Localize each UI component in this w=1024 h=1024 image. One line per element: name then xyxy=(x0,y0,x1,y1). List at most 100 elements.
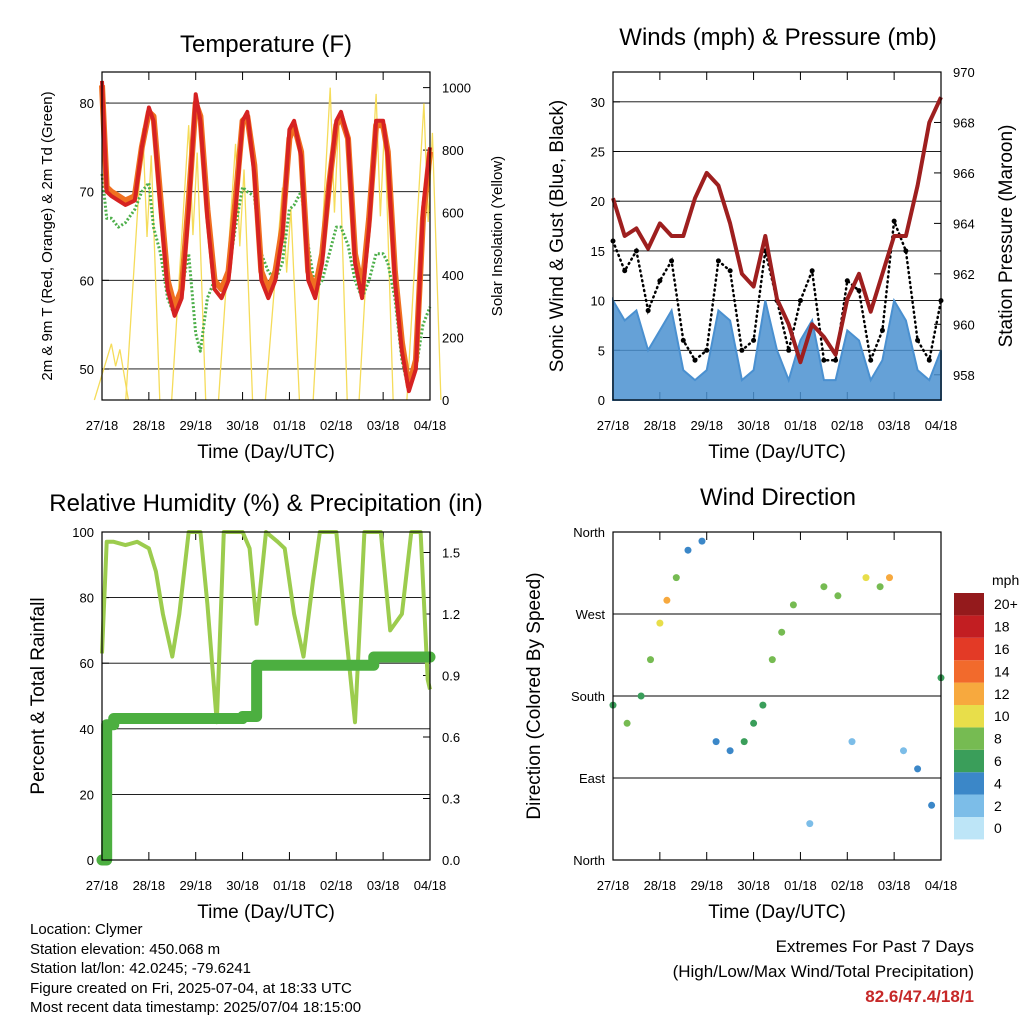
gust-point xyxy=(891,218,897,224)
x-tick-label: 03/18 xyxy=(878,878,911,893)
x-tick-label: 27/18 xyxy=(86,878,119,893)
gust-point xyxy=(809,268,815,274)
legend-label: 0 xyxy=(994,820,1002,836)
legend-swatch xyxy=(954,794,984,817)
solar-trace xyxy=(171,125,207,401)
y2-tick-label: 966 xyxy=(953,166,975,181)
plot-border xyxy=(612,531,942,861)
gust-point xyxy=(844,278,850,284)
x-tick-label: 29/18 xyxy=(179,418,212,433)
station-info: Location: Clymer Station elevation: 450.… xyxy=(30,920,361,1018)
gust-point xyxy=(797,298,803,304)
legend-label: 18 xyxy=(994,619,1010,635)
direction-point xyxy=(726,747,734,755)
y2-tick-label: 1000 xyxy=(442,81,471,96)
y-axis-label: Direction (Colored By Speed) xyxy=(524,572,545,819)
y-tick-label: 80 xyxy=(80,96,94,111)
legend-swatch xyxy=(954,705,984,728)
direction-point xyxy=(663,596,671,604)
gust-point xyxy=(903,248,909,254)
y2-tick-label: 0.0 xyxy=(442,853,460,868)
timestamp-text: Most recent data timestamp: 2025/07/04 1… xyxy=(30,999,362,1016)
legend-swatch xyxy=(954,727,984,750)
y2-axis-label: Station Pressure (Maroon) xyxy=(996,125,1017,348)
x-tick-label: 27/18 xyxy=(86,418,119,433)
y2-tick-label: 600 xyxy=(442,206,464,221)
y-tick-label: 70 xyxy=(80,185,94,200)
x-tick-label: 28/18 xyxy=(644,418,677,433)
x-tick-label: 01/18 xyxy=(273,878,306,893)
speed-legend: mph 0 2 4 6 8 10 12 14 16 18 20+ xyxy=(954,572,1019,840)
latlon-text: Station lat/lon: 42.0245; -79.6241 xyxy=(30,960,252,977)
legend-label: 2 xyxy=(994,798,1002,814)
y-tick-label: 20 xyxy=(591,194,605,209)
direction-point xyxy=(759,701,767,709)
y2-tick-label: 0.9 xyxy=(442,669,460,684)
gust-point xyxy=(727,268,733,274)
wind-pressure-plot: 0 5 10 15 20 25 30 958 960 962 964 966 968 970 27/18 28… xyxy=(547,65,1017,463)
direction-point xyxy=(750,719,758,727)
legend-label: 16 xyxy=(994,641,1010,657)
x-axis-label: Time (Day/UTC) xyxy=(708,442,846,463)
dewpoint-line xyxy=(100,173,432,393)
y-tick-label: North xyxy=(573,853,605,868)
y2-tick-label: 800 xyxy=(442,143,464,158)
y-tick-label: 80 xyxy=(80,591,94,606)
extremes-subtitle: (High/Low/Max Wind/Total Precipitation) xyxy=(672,962,974,981)
legend-label: 4 xyxy=(994,775,1002,791)
y-tick-label: 50 xyxy=(80,362,94,377)
y2-tick-label: 968 xyxy=(953,115,975,130)
x-tick-label: 28/18 xyxy=(644,878,677,893)
gust-point xyxy=(645,308,651,314)
direction-point xyxy=(656,619,664,627)
x-tick-label: 02/18 xyxy=(320,878,353,893)
gust-point xyxy=(633,248,639,254)
x-tick-label: 28/18 xyxy=(133,418,166,433)
gust-point xyxy=(692,357,698,363)
direction-point xyxy=(789,601,797,609)
x-tick-label: 02/18 xyxy=(831,878,864,893)
direction-point xyxy=(820,583,828,591)
rh-line xyxy=(100,530,432,725)
x-tick-label: 01/18 xyxy=(273,418,306,433)
y-axis-label: 2m & 9m T (Red, Orange) & 2m Td (Green) xyxy=(39,91,56,380)
gust-point xyxy=(657,278,663,284)
x-tick-label: 27/18 xyxy=(597,878,630,893)
direction-point xyxy=(914,765,922,773)
x-tick-label: 04/18 xyxy=(414,878,447,893)
gust-point xyxy=(739,347,745,353)
y2-tick-label: 970 xyxy=(953,65,975,80)
x-tick-label: 29/18 xyxy=(179,878,212,893)
y2-tick-label: 1.2 xyxy=(442,607,460,622)
wind-direction-plot: North East South West North 27/18 28/18 29/18 30… xyxy=(524,525,957,923)
gust-point xyxy=(821,357,827,363)
y-tick-label: 0 xyxy=(87,853,94,868)
y-tick-label: East xyxy=(579,771,605,786)
direction-point xyxy=(876,583,884,591)
solar-trace xyxy=(406,103,442,401)
y2-tick-label: 200 xyxy=(442,331,464,346)
direction-point xyxy=(886,574,893,582)
direction-point xyxy=(848,738,856,746)
legend-swatch xyxy=(954,817,984,840)
legend-title: mph xyxy=(992,572,1019,588)
y-tick-label: 40 xyxy=(80,722,94,737)
x-tick-label: 03/18 xyxy=(367,418,400,433)
dir-panel-title: Wind Direction xyxy=(700,484,856,511)
solar-trace xyxy=(264,187,301,401)
gust-point xyxy=(715,258,721,264)
legend-label: 8 xyxy=(994,731,1002,747)
y-tick-label: 15 xyxy=(591,244,605,259)
temp_2m-line xyxy=(100,80,432,394)
x-tick-label: 01/18 xyxy=(784,418,817,433)
direction-point xyxy=(672,574,680,582)
y2-tick-label: 960 xyxy=(953,317,975,332)
solar-trace xyxy=(125,128,161,401)
y2-tick-label: 964 xyxy=(953,216,975,231)
x-tick-label: 04/18 xyxy=(925,418,958,433)
plot-border xyxy=(101,71,431,401)
direction-point xyxy=(623,719,631,727)
gust-point xyxy=(786,347,792,353)
